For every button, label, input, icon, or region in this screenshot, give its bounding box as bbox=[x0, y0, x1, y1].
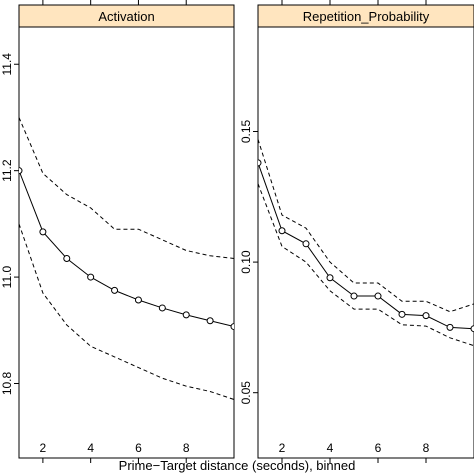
data-point bbox=[350, 292, 358, 300]
series-line-lower bbox=[19, 223, 234, 400]
x-tick-label: 8 bbox=[423, 441, 430, 455]
x-tick-label: 4 bbox=[327, 441, 334, 455]
data-point bbox=[302, 240, 310, 248]
data-point bbox=[398, 310, 406, 318]
series-line-estimate bbox=[19, 170, 234, 328]
y-tick-label: 0.05 bbox=[239, 381, 253, 405]
panel-activation: Activation 2 4 6 8 10.8 11.0 11.2 11.4 bbox=[0, 0, 235, 463]
y-tick-label: 10.8 bbox=[0, 372, 14, 396]
x-axis-label: Prime−Target distance (seconds), binned bbox=[119, 458, 356, 473]
plot-frame bbox=[18, 26, 235, 459]
x-tick-label: 2 bbox=[40, 441, 47, 455]
y-tick-label: 0.15 bbox=[239, 119, 253, 143]
data-point bbox=[158, 304, 166, 312]
series-group bbox=[258, 139, 474, 347]
data-point bbox=[230, 323, 234, 331]
series-line-lower bbox=[258, 183, 474, 347]
y-tick-label: 11.2 bbox=[0, 159, 14, 182]
data-point bbox=[134, 296, 142, 304]
series-group bbox=[19, 117, 234, 400]
series-line-upper bbox=[258, 139, 474, 313]
data-point bbox=[206, 317, 214, 325]
plot-frame bbox=[257, 26, 474, 459]
strip-label: Activation bbox=[98, 9, 154, 24]
x-tick-label: 6 bbox=[135, 441, 142, 455]
data-point bbox=[39, 228, 47, 236]
data-point bbox=[19, 167, 23, 175]
x-tick-label: 4 bbox=[87, 441, 94, 455]
y-tick-label: 0.10 bbox=[239, 250, 253, 274]
data-point bbox=[422, 312, 430, 320]
strip-label: Repetition_Probability bbox=[303, 9, 430, 24]
panel-repetition-probability: Repetition_Probability 2 4 6 8 0.05 0.10 0.15 bbox=[239, 0, 474, 463]
data-point bbox=[87, 273, 95, 281]
data-point bbox=[446, 323, 454, 331]
x-tick-label: 6 bbox=[375, 441, 382, 455]
data-point bbox=[63, 254, 71, 262]
x-tick-label: 2 bbox=[279, 441, 286, 455]
data-point bbox=[470, 325, 474, 333]
data-point bbox=[111, 286, 119, 294]
series-line-upper bbox=[19, 117, 234, 259]
data-point bbox=[258, 159, 262, 167]
y-tick-label: 11.4 bbox=[0, 53, 14, 76]
series-line-estimate bbox=[258, 162, 474, 330]
data-point bbox=[182, 311, 190, 319]
data-point bbox=[326, 274, 334, 282]
data-point bbox=[278, 227, 286, 235]
data-point bbox=[374, 292, 382, 300]
x-tick-label: 8 bbox=[183, 441, 190, 455]
y-tick-label: 11.0 bbox=[0, 266, 14, 289]
